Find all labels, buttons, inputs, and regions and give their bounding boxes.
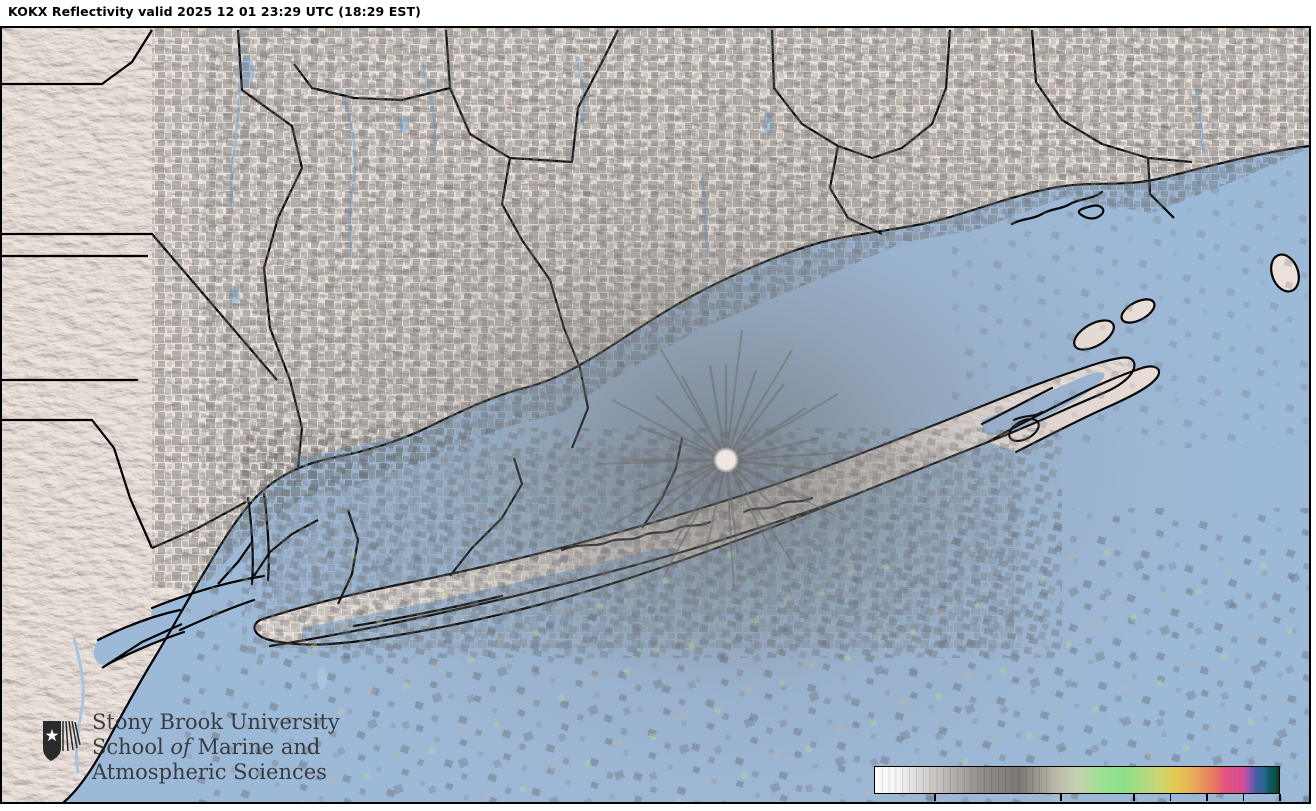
colorbar-tick	[934, 794, 936, 801]
colorbar-tick-label: 20	[1051, 800, 1071, 802]
colorbar[interactable]: 0 20 40 50 60 70 80	[874, 766, 1290, 802]
colorbar-tick	[1242, 794, 1245, 801]
colorbar-tick	[1133, 794, 1135, 801]
map-frame[interactable]: Stony Brook University School of Marine …	[0, 26, 1311, 804]
colorbar-tick-label: 60	[1197, 800, 1217, 802]
radar-spokes	[595, 329, 855, 591]
colorbar-tick-label: 70	[1233, 800, 1253, 802]
page-title: KOKX Reflectivity valid 2025 12 01 23:29…	[8, 4, 421, 19]
reflectivity-echoes	[152, 28, 1309, 802]
colorbar-tick-label: 50	[1160, 800, 1180, 802]
map-canvas[interactable]	[2, 28, 1309, 802]
colorbar-tick-label: 40	[1124, 800, 1144, 802]
colorbar-tick	[1059, 794, 1062, 801]
colorbar-bands	[881, 767, 1047, 793]
colorbar-tick	[1169, 794, 1172, 801]
colorbar-tick	[1206, 794, 1208, 801]
colorbar-tick-label: 0	[930, 800, 940, 802]
colorbar-tick	[1279, 794, 1281, 801]
colorbar-ticks: 0 20 40 50 60 70 80	[874, 794, 1290, 802]
header-bar: KOKX Reflectivity valid 2025 12 01 23:29…	[0, 0, 1316, 26]
colorbar-svg	[875, 767, 1279, 793]
colorbar-gradient	[874, 766, 1280, 794]
map-svg	[2, 28, 1309, 802]
colorbar-tick-label: 80	[1270, 800, 1290, 802]
radar-site-kokx	[713, 447, 739, 473]
